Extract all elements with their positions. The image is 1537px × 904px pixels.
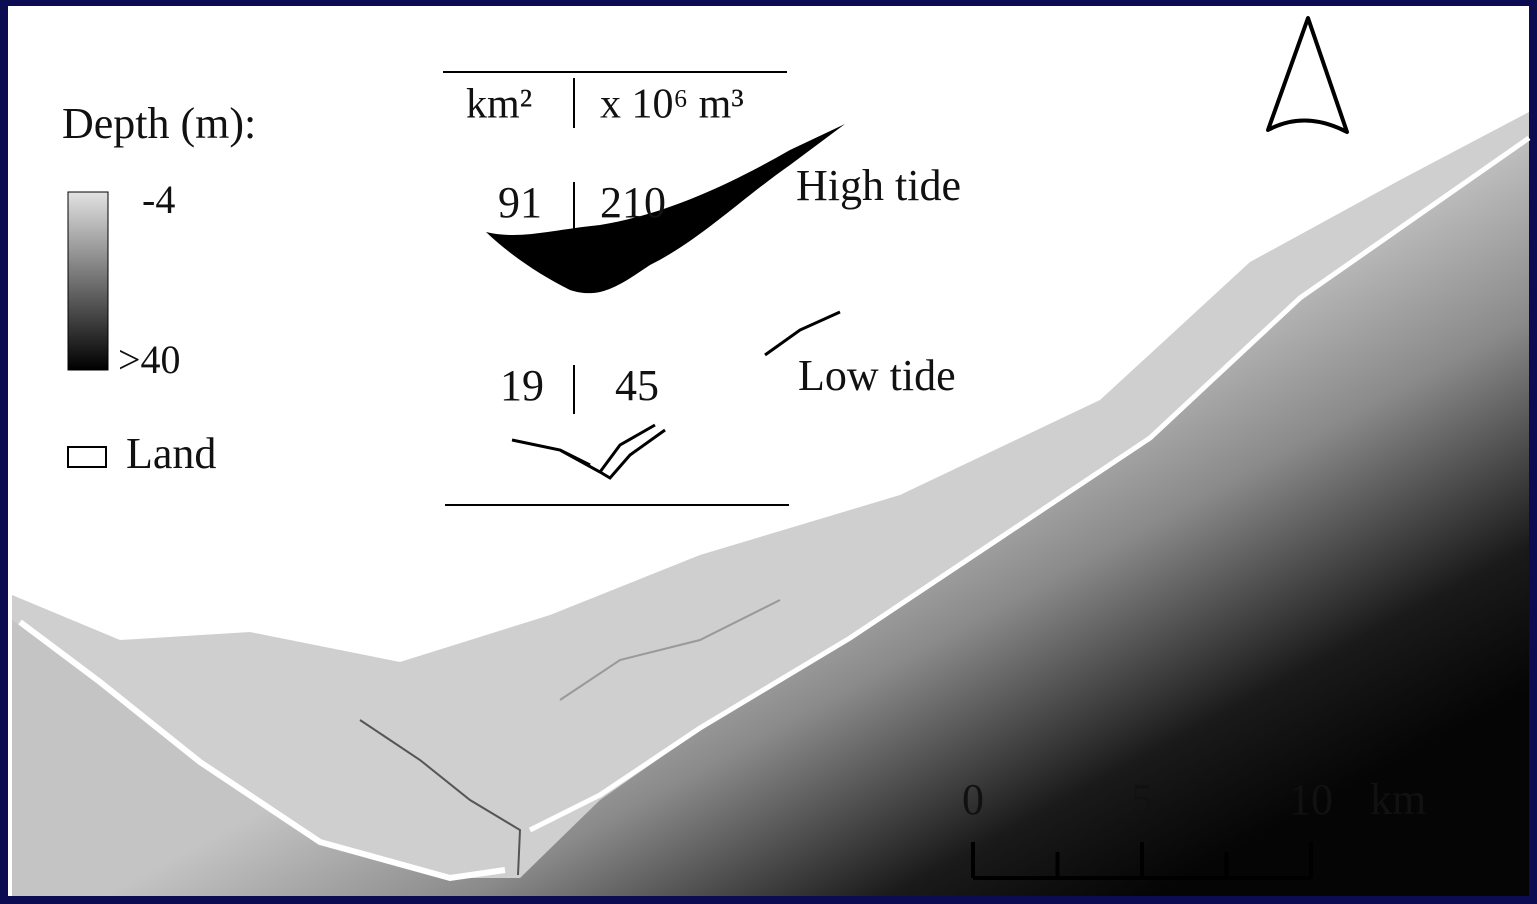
low-area: 19 [500,361,544,410]
header-volume: x 10⁶ m³ [600,82,744,128]
depth-bar [67,191,109,371]
land-swatch [67,446,107,468]
legend-title: Depth (m): [62,99,256,148]
scale-tick-label: 5 [1131,775,1153,824]
depth-shallow: -4 [142,177,175,222]
low-tide-shape [511,310,841,480]
terrain [12,112,1531,896]
depth-deep: >40 [118,337,181,382]
high-area: 91 [498,178,542,227]
scale-bar: km 0 5 10 [962,775,1426,880]
scale-unit: km [1370,775,1426,824]
scale-tick-label: 10 [1289,775,1333,824]
high-tide-shape [486,124,845,294]
tide-table: km² x 10⁶ m³ 91 210 High tide 19 45 Low … [443,71,961,506]
low-label: Low tide [798,351,956,400]
high-label: High tide [796,161,961,210]
land-label: Land [126,429,216,478]
scale-tick-label: 0 [962,775,984,824]
legend: Depth (m): -4 >40 Land [62,99,256,478]
north-arrow [1266,16,1349,134]
low-volume: 45 [615,361,659,410]
high-volume: 210 [600,178,666,227]
header-area: km² [466,82,532,128]
